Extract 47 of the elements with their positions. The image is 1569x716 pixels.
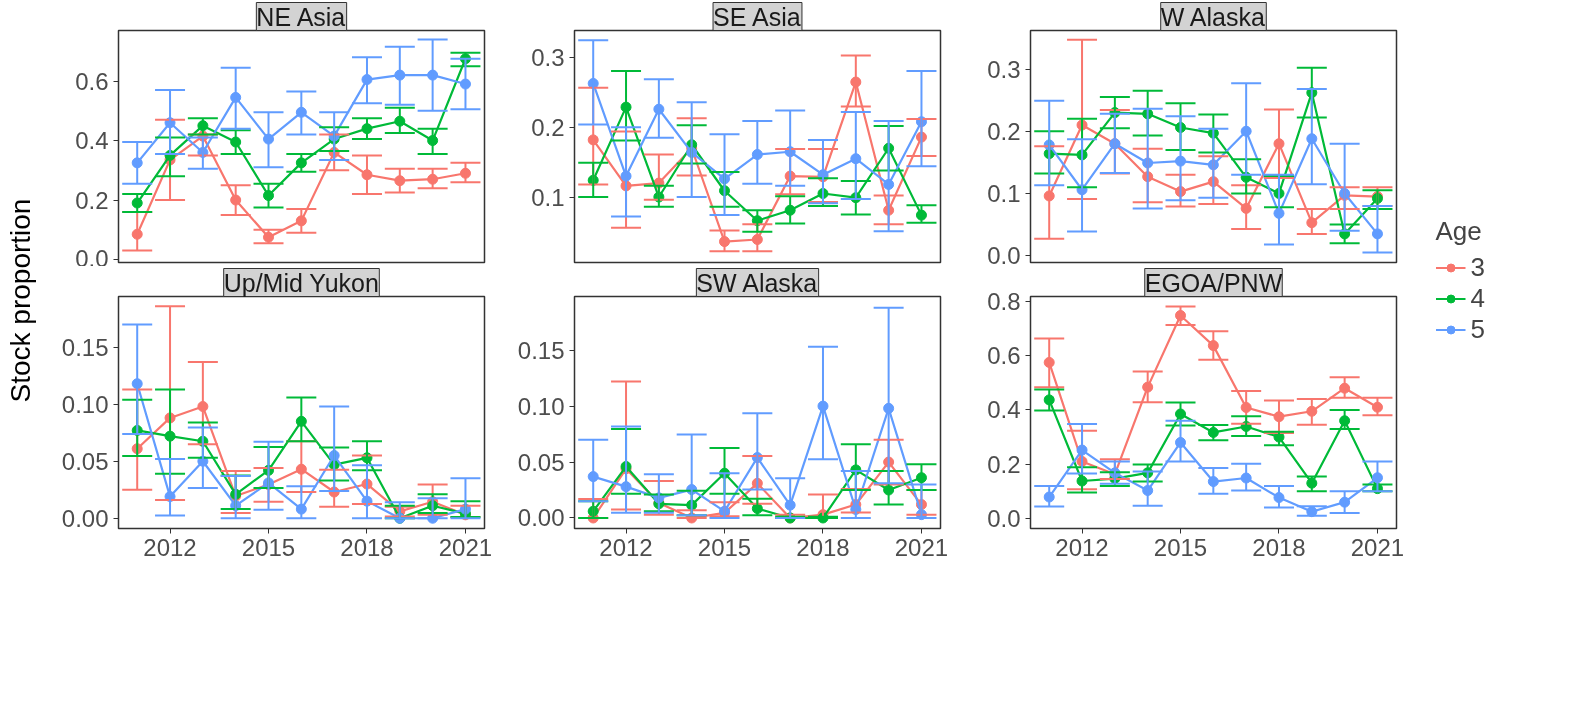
- y-tick-label: 0.15: [517, 336, 565, 364]
- x-tick-label: 2021: [438, 533, 493, 561]
- x-tick-label: 2012: [143, 533, 197, 561]
- y-tick-label: 0.6: [75, 67, 109, 95]
- y-tick-label: 0.10: [517, 392, 565, 420]
- y-tick-label: 0.4: [75, 127, 109, 155]
- y-tick-label: 0.3: [531, 44, 565, 72]
- y-tick-label: 0.2: [987, 117, 1021, 145]
- y-axis-title: Stock proportion: [5, 198, 36, 403]
- legend-label: 4: [1470, 282, 1486, 314]
- chart-title: EGOA/PNW: [1144, 268, 1283, 297]
- y-tick-label: 0.2: [987, 450, 1021, 478]
- legend-label: 3: [1470, 251, 1486, 283]
- y-tick-label: 0.1: [531, 183, 565, 211]
- chart-title: SE Asia: [713, 2, 801, 31]
- y-tick-label: 0.1: [987, 179, 1021, 207]
- y-tick-label: 0.15: [61, 333, 109, 361]
- x-tick-label: 2015: [1153, 533, 1208, 561]
- legend-title: Age: [1435, 215, 1483, 247]
- chart-title: Up/Mid Yukon: [223, 268, 379, 297]
- y-tick-label: 0.10: [61, 390, 109, 418]
- x-tick-label: 2018: [1252, 533, 1306, 561]
- y-tick-label: 0.05: [517, 448, 565, 476]
- chart-title: W Alaska: [1160, 2, 1266, 31]
- x-tick-label: 2015: [241, 533, 296, 561]
- y-tick-label: 0.0: [987, 242, 1021, 270]
- y-tick-label: 0.2: [75, 186, 109, 214]
- x-tick-label: 2021: [894, 533, 949, 561]
- y-tick-label: 0.0: [987, 504, 1021, 532]
- y-tick-label: 0.6: [987, 342, 1021, 370]
- y-tick-label: 0.2: [531, 113, 565, 141]
- y-tick-label: 0.3: [987, 55, 1021, 83]
- y-tick-label: 0.00: [61, 504, 109, 532]
- chart-title: NE Asia: [256, 2, 346, 31]
- y-tick-label: 0.00: [517, 504, 565, 532]
- legend-label: 5: [1470, 313, 1486, 345]
- y-tick-label: 0.05: [61, 447, 109, 475]
- y-tick-label: 0.4: [987, 396, 1021, 424]
- x-tick-label: 2018: [340, 533, 394, 561]
- x-tick-label: 2021: [1350, 533, 1405, 561]
- x-tick-label: 2018: [796, 533, 850, 561]
- x-tick-label: 2012: [599, 533, 653, 561]
- x-tick-label: 2012: [1055, 533, 1109, 561]
- y-tick-label: 0.8: [987, 287, 1021, 315]
- x-tick-label: 2015: [697, 533, 752, 561]
- y-tick-label: 0.0: [75, 244, 109, 272]
- chart-title: SW Alaska: [696, 268, 818, 297]
